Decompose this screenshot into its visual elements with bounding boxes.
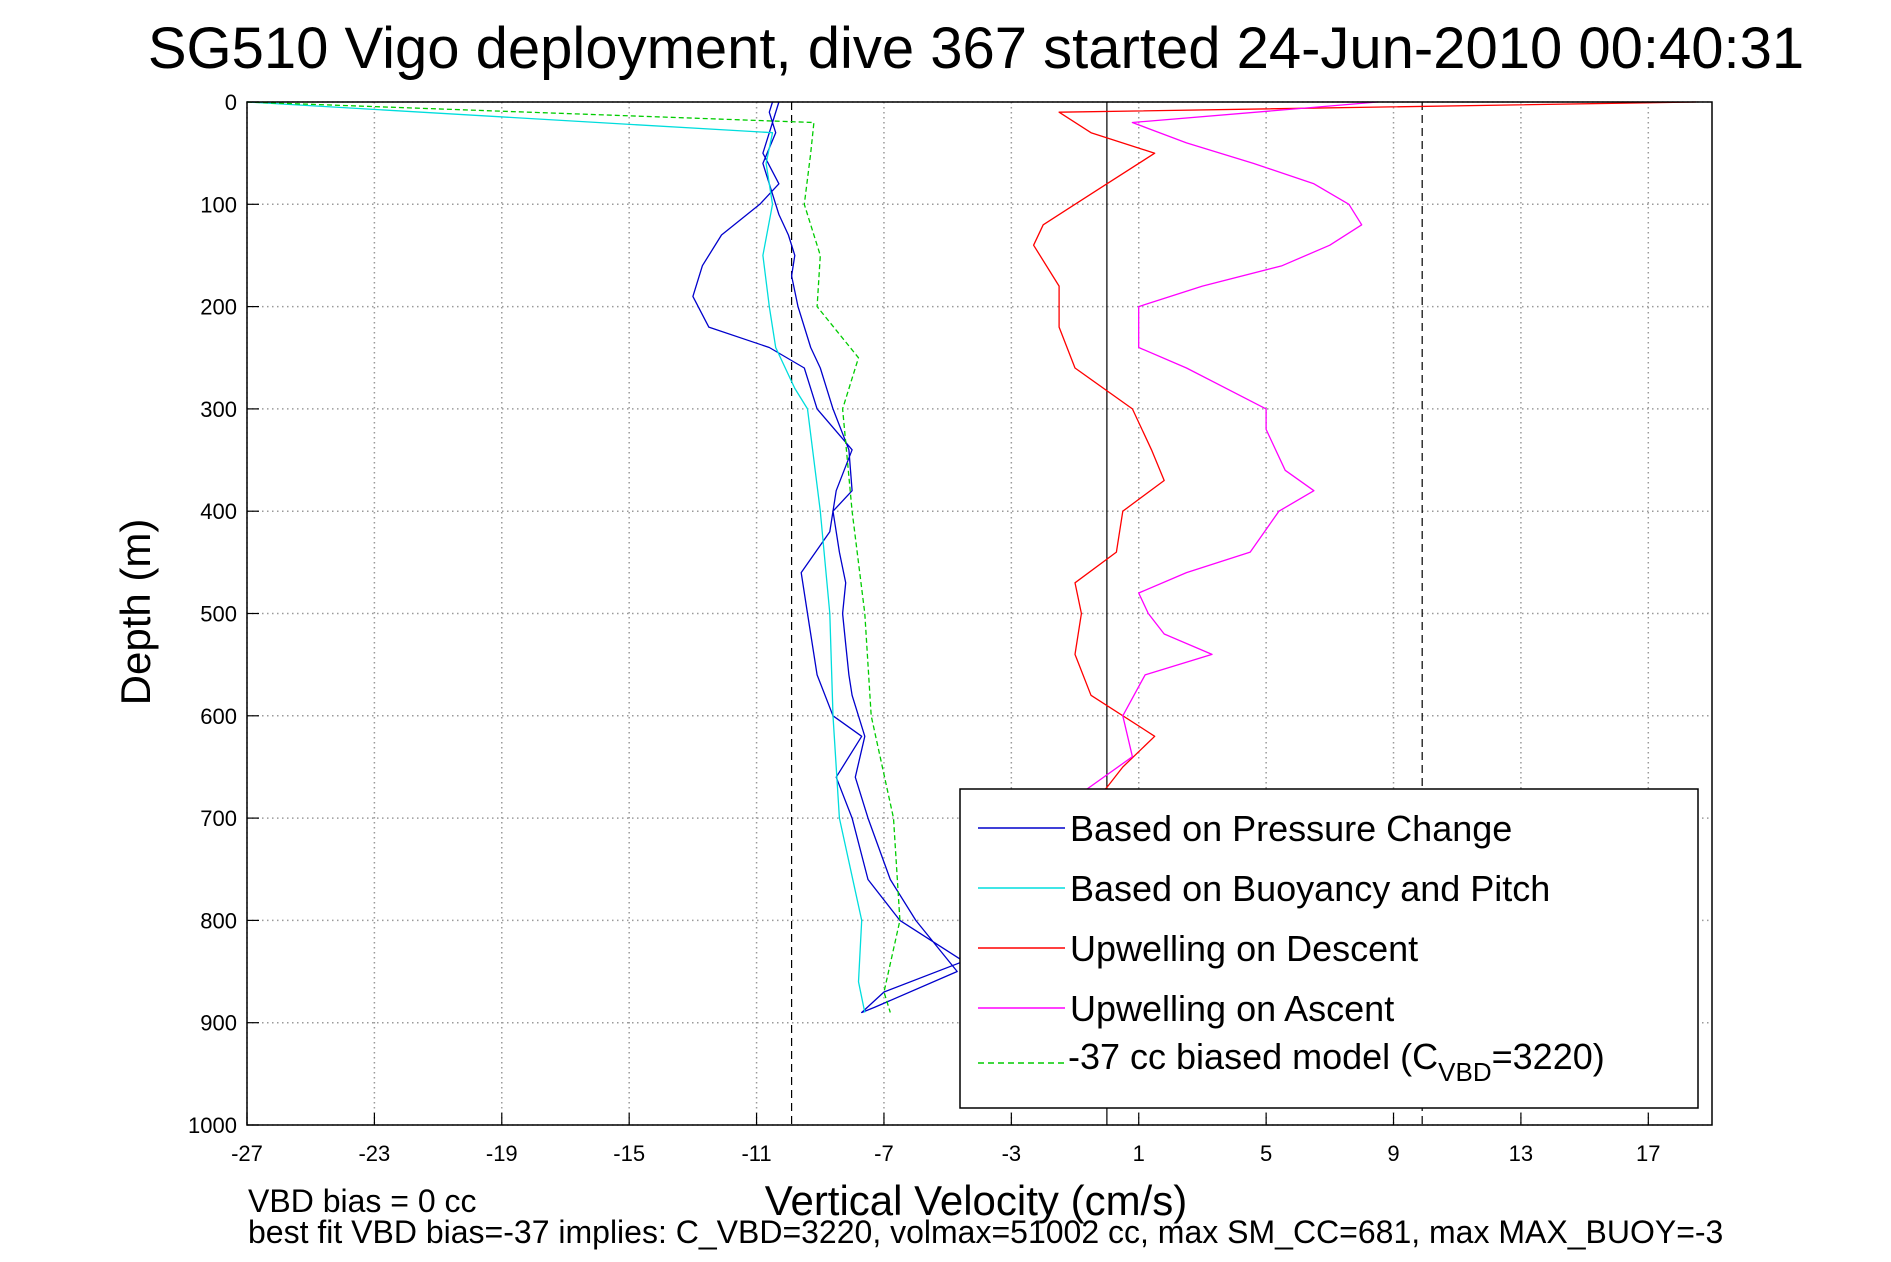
x-tick-label: -7 bbox=[874, 1141, 894, 1166]
chart-title: SG510 Vigo deployment, dive 367 started … bbox=[148, 16, 1804, 81]
x-tick-label: 1 bbox=[1133, 1141, 1145, 1166]
y-tick-label: 400 bbox=[200, 499, 237, 524]
y-tick-label: 100 bbox=[200, 192, 237, 217]
x-tick-label: -23 bbox=[358, 1141, 390, 1166]
plot-frame bbox=[246, 101, 1713, 1126]
y-axis-label: Depth (m) bbox=[112, 519, 159, 706]
legend-box bbox=[959, 788, 1699, 1109]
x-tick-label: -11 bbox=[741, 1141, 771, 1166]
x-tick-label: 5 bbox=[1260, 1141, 1272, 1166]
y-tick-label: 200 bbox=[200, 295, 237, 320]
series-group bbox=[246, 101, 1697, 1014]
legend-label-model: -37 cc biased model (CVBD=3220) bbox=[1068, 1036, 1605, 1087]
x-tick-label: -15 bbox=[613, 1141, 645, 1166]
x-tick-label: -27 bbox=[231, 1141, 263, 1166]
legend-label-descent: Upwelling on Descent bbox=[1070, 928, 1418, 969]
legend-label-buoyancy: Based on Buoyancy and Pitch bbox=[1070, 868, 1550, 909]
series-upwelling-ascent bbox=[1074, 101, 1378, 799]
y-tick-label: 300 bbox=[200, 397, 237, 422]
series-pressure-change bbox=[692, 101, 965, 1014]
y-tick-label: 600 bbox=[200, 704, 237, 729]
x-tick-label: 13 bbox=[1509, 1141, 1533, 1166]
x-tick-labels: -27 -23 -19 -15 -11 -7 -3 1 5 9 13 17 bbox=[231, 1141, 1660, 1166]
footnote-best-fit: best fit VBD bias=-37 implies: C_VBD=322… bbox=[248, 1214, 1723, 1250]
x-tick-label: 9 bbox=[1387, 1141, 1399, 1166]
series-buoyancy-pitch bbox=[246, 101, 866, 1013]
series-biased-model bbox=[246, 101, 901, 1013]
y-tick-label: 700 bbox=[200, 806, 237, 831]
y-tick-labels: 0 100 200 300 400 500 600 700 800 900 1000 bbox=[188, 90, 237, 1138]
x-axis-label: Vertical Velocity (cm/s) bbox=[765, 1177, 1187, 1224]
legend-label-pressure: Based on Pressure Change bbox=[1070, 808, 1512, 849]
legend-label-ascent: Upwelling on Ascent bbox=[1070, 988, 1394, 1029]
y-tick-label: 500 bbox=[200, 602, 237, 627]
x-tick-label: 17 bbox=[1636, 1141, 1660, 1166]
footnote-vbd-bias: VBD bias = 0 cc bbox=[248, 1183, 477, 1219]
y-tick-label: 1000 bbox=[188, 1113, 237, 1138]
y-tick-label: 900 bbox=[200, 1011, 237, 1036]
series-upwelling-descent bbox=[1032, 101, 1697, 799]
x-tick-label: -19 bbox=[486, 1141, 518, 1166]
y-tick-label: 800 bbox=[200, 908, 237, 933]
y-tick-label: 0 bbox=[225, 90, 237, 115]
axes bbox=[246, 101, 1713, 1126]
legend: Based on Pressure Change Based on Buoyan… bbox=[959, 788, 1699, 1109]
x-tick-label: -3 bbox=[1002, 1141, 1022, 1166]
